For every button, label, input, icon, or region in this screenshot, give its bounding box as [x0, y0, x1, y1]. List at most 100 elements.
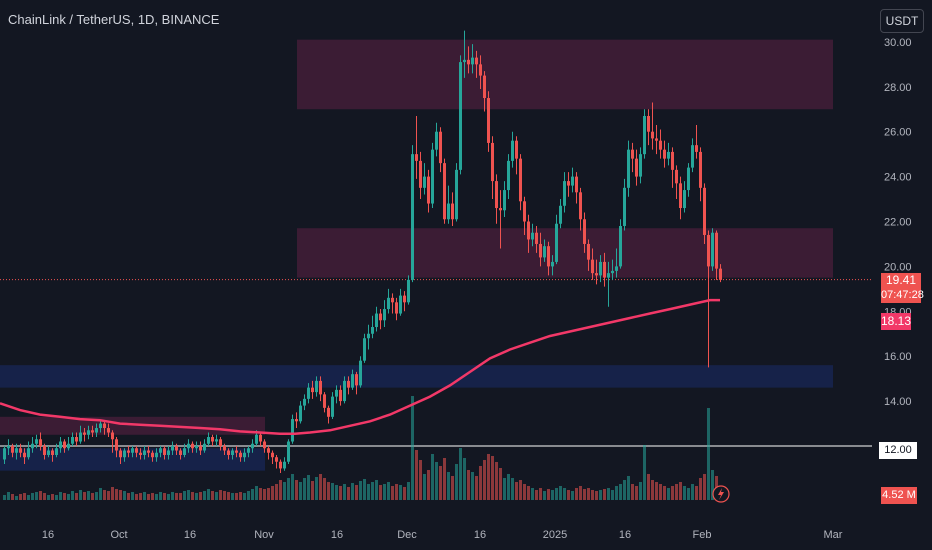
volume-bar: [147, 494, 150, 500]
volume-bar: [191, 492, 194, 500]
candle-body: [691, 145, 694, 168]
candle-body: [651, 131, 654, 139]
volume-bar: [683, 486, 686, 500]
volume-bar: [647, 474, 650, 500]
candle-body: [67, 443, 70, 449]
volume-bar: [615, 486, 618, 500]
current-marker-layer: [712, 485, 730, 503]
volume-bar: [43, 493, 46, 500]
candle-body: [671, 151, 674, 170]
volume-bar: [207, 489, 210, 500]
moving-average-layer: [0, 298, 720, 435]
volume-bar: [295, 480, 298, 500]
candle-body: [695, 145, 698, 152]
x-tick-label: Nov: [254, 529, 274, 541]
zone-layer: [0, 39, 833, 471]
candle-body: [279, 461, 282, 469]
volume-bar: [239, 492, 242, 500]
volume-bar: [63, 493, 66, 500]
volume-bar: [311, 481, 314, 500]
candle-layer: [3, 30, 722, 473]
candle-body: [683, 190, 686, 209]
volume-bar: [303, 478, 306, 500]
x-tick-label: Oct: [110, 529, 127, 541]
candle-body: [355, 374, 358, 386]
candle-body: [631, 149, 634, 159]
volume-bar: [563, 488, 566, 500]
volume-bar: [39, 491, 42, 500]
candle-body: [359, 360, 362, 386]
candle-body: [79, 432, 82, 442]
candle-body: [315, 380, 318, 393]
volume-bar: [439, 466, 442, 500]
volume-bar: [431, 454, 434, 500]
candle-body: [347, 380, 350, 388]
candle-body: [635, 158, 638, 177]
candle-body: [151, 452, 154, 458]
candle-body: [63, 441, 66, 449]
volume-bar: [663, 486, 666, 500]
candle-body: [207, 437, 210, 444]
volume-bar: [599, 490, 602, 500]
volume-bar: [355, 485, 358, 500]
candle-body: [223, 446, 226, 451]
volume-bar: [387, 482, 390, 500]
volume-bar: [635, 486, 638, 500]
candle-body: [31, 443, 34, 449]
candle-body: [299, 405, 302, 422]
volume-bar: [31, 493, 34, 500]
candle-body: [87, 430, 90, 435]
volume-bar: [607, 488, 610, 500]
candle-body: [267, 448, 270, 453]
candle-body: [591, 259, 594, 274]
volume-bar: [103, 490, 106, 500]
candle-body: [275, 457, 278, 462]
candle-body: [167, 450, 170, 455]
candle-body: [435, 131, 438, 150]
x-tick-label: Mar: [824, 529, 843, 541]
volume-bar: [363, 479, 366, 500]
volume-bar: [203, 491, 206, 500]
volume-bar: [427, 470, 430, 500]
volume-bar: [79, 490, 82, 500]
volume-bar: [407, 482, 410, 500]
candle-body: [179, 450, 182, 455]
candle-body: [431, 149, 434, 204]
volume-bar: [119, 490, 122, 500]
volume-bar: [667, 488, 670, 500]
volume-bar: [523, 484, 526, 500]
volume-bar: [371, 482, 374, 500]
candle-body: [59, 441, 62, 449]
candle-body: [139, 452, 142, 455]
x-tick-label: 2025: [543, 529, 567, 541]
resistance-zone: [0, 416, 265, 435]
volume-bar: [443, 458, 446, 500]
volume-bar: [47, 495, 50, 500]
volume-bar: [187, 490, 190, 500]
candle-body: [75, 437, 78, 442]
candle-body: [575, 176, 578, 193]
candle-body: [471, 57, 474, 65]
candle-body: [551, 261, 554, 267]
candle-body: [155, 452, 158, 458]
volume-bar: [183, 491, 186, 500]
candle-body: [615, 266, 618, 271]
volume-bar: [591, 490, 594, 500]
volume-bar: [571, 491, 574, 500]
candle-body: [487, 98, 490, 143]
volume-bar: [323, 478, 326, 500]
volume-bar: [419, 460, 422, 500]
candle-body: [479, 64, 482, 76]
currency-button[interactable]: USDT: [880, 9, 924, 33]
y-tick-label: 28.00: [884, 82, 912, 94]
candle-body: [423, 176, 426, 188]
candle-body: [231, 450, 234, 455]
candle-body: [27, 448, 30, 458]
volume-bar: [483, 460, 486, 500]
volume-bar: [559, 486, 562, 500]
volume-bar: [55, 495, 58, 500]
volume-bar: [195, 493, 198, 500]
volume-bar: [459, 448, 462, 500]
candle-body: [83, 432, 86, 435]
